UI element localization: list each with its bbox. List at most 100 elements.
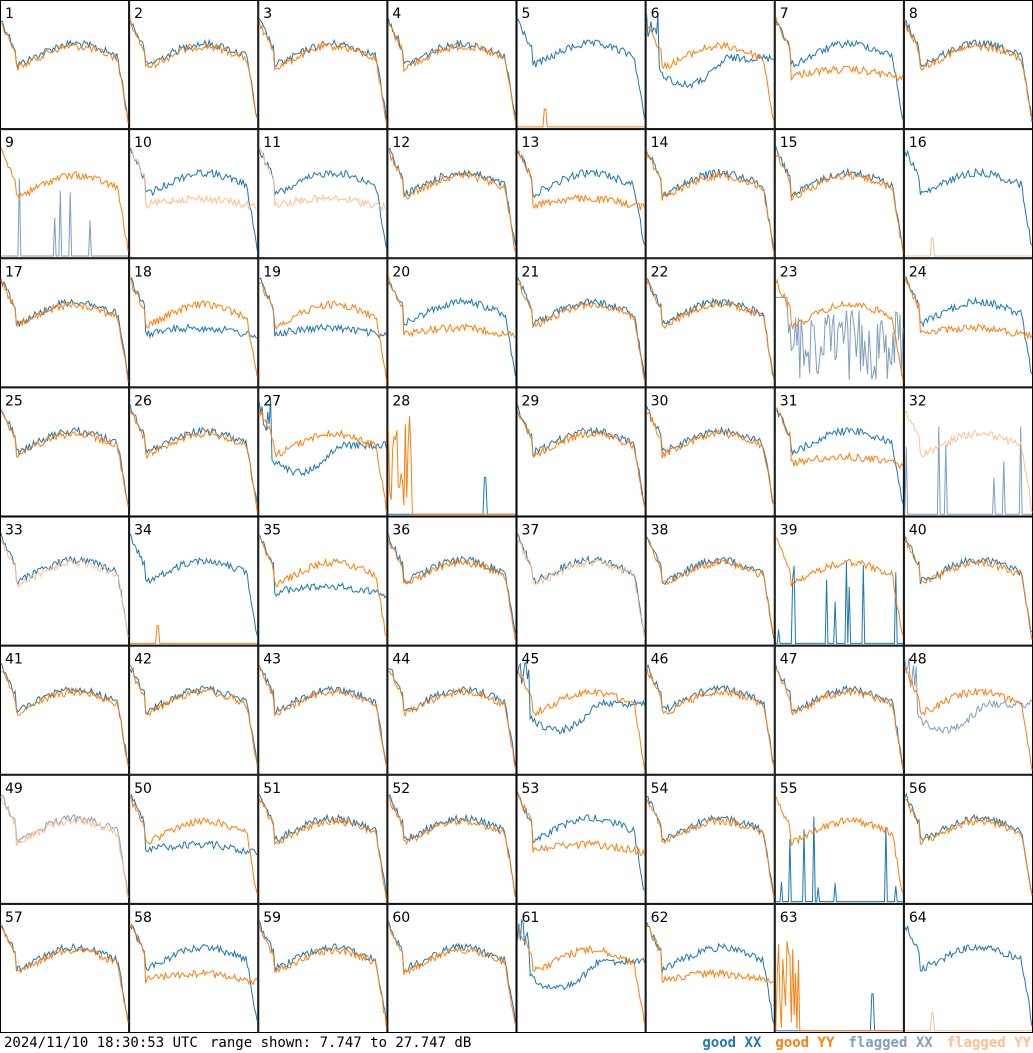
panel-36: 36 <box>387 516 517 646</box>
panel-label: 7 <box>780 6 789 22</box>
panel-label: 40 <box>909 523 927 539</box>
panel-frame <box>645 645 775 775</box>
series-xx-line <box>904 535 1033 633</box>
series-yy-line <box>646 925 774 984</box>
panel-label: 20 <box>392 264 410 280</box>
panel-label: 50 <box>134 781 152 797</box>
series-yy-line <box>517 792 646 857</box>
panel-26: 26 <box>129 387 259 517</box>
panel-label: 1 <box>5 6 14 22</box>
series-xx-line <box>0 662 129 762</box>
panel-frame <box>903 129 1033 259</box>
series-yy-line <box>904 410 1033 513</box>
series-yy-line <box>0 796 129 899</box>
panel-5: 5 <box>516 0 646 130</box>
panel-49: 49 <box>0 774 130 904</box>
panel-29: 29 <box>516 387 646 517</box>
panel-label: 22 <box>651 264 669 280</box>
series-xx-line <box>259 277 387 340</box>
series-xx-line <box>388 794 516 896</box>
panel-label: 54 <box>651 781 669 797</box>
panel-20: 20 <box>387 258 517 388</box>
series-yy-line <box>129 795 258 895</box>
panel-frame <box>387 387 517 517</box>
series-yy-line <box>517 538 646 640</box>
series-xx-line <box>775 816 903 903</box>
panel-label: 16 <box>909 135 927 151</box>
series-yy-line <box>387 275 516 339</box>
panel-frame <box>903 903 1033 1033</box>
panel-label: 12 <box>392 135 410 151</box>
panel-33: 33 <box>0 516 130 646</box>
series-xx-line <box>646 277 775 379</box>
series-yy-line <box>517 669 646 771</box>
panel-41: 41 <box>0 645 130 775</box>
legend: good XX good YY flagged XX flagged YY <box>688 1033 1031 1053</box>
series-yy-line <box>387 22 516 122</box>
panel-label: 55 <box>780 781 798 797</box>
series-yy-line <box>904 667 1033 771</box>
panel-18: 18 <box>129 258 259 388</box>
panel-frame <box>516 129 646 259</box>
panel-frame <box>0 645 130 775</box>
panel-label: 42 <box>134 652 152 668</box>
series-yy-line <box>646 537 775 636</box>
panel-label: 56 <box>909 781 927 797</box>
series-xx-line <box>129 147 258 251</box>
panel-frame <box>903 0 1033 130</box>
panel-frame <box>645 387 775 517</box>
panel-15: 15 <box>774 129 904 259</box>
panel-1: 1 <box>0 0 130 130</box>
panel-51: 51 <box>258 774 388 904</box>
panel-50: 50 <box>129 774 259 904</box>
panel-label: 2 <box>134 6 143 22</box>
series-yy-line <box>388 670 516 770</box>
panel-label: 23 <box>780 264 798 280</box>
panel-label: 29 <box>522 393 540 409</box>
series-yy-line <box>130 625 258 644</box>
panel-label: 53 <box>522 781 540 797</box>
panel-label: 63 <box>780 910 798 926</box>
panel-label: 39 <box>780 523 798 539</box>
series-yy-line <box>904 1012 1032 1032</box>
series-xx-line <box>0 409 129 506</box>
series-xx-line <box>0 20 129 122</box>
footer: 2024/11/10 18:30:53 UTC range shown: 7.7… <box>0 1033 1033 1053</box>
series-xx-line <box>517 18 646 120</box>
panel-frame <box>774 645 904 775</box>
series-yy-line <box>904 237 1032 257</box>
panel-frame <box>387 645 517 775</box>
panel-label: 43 <box>263 652 281 668</box>
panel-frame <box>774 387 904 517</box>
panel-13: 13 <box>516 129 646 259</box>
panel-frame <box>0 129 130 259</box>
panel-59: 59 <box>258 903 388 1033</box>
panel-label: 41 <box>5 652 23 668</box>
panel-label: 25 <box>5 393 23 409</box>
series-yy-line <box>258 665 387 766</box>
panel-label: 60 <box>392 910 410 926</box>
series-yy-line <box>258 146 387 212</box>
panel-frame <box>0 387 130 517</box>
panel-frame <box>516 645 646 775</box>
legend-good-yy: good YY <box>775 1035 835 1051</box>
panel-63: 63 <box>774 903 904 1033</box>
panel-2: 2 <box>129 0 259 130</box>
series-yy-line <box>775 941 903 1032</box>
series-xx-line <box>388 668 516 768</box>
panel-label: 27 <box>263 393 281 409</box>
panel-frame <box>645 903 775 1033</box>
series-xx-line <box>129 277 258 340</box>
panel-62: 62 <box>645 903 775 1033</box>
series-xx-line <box>129 667 258 767</box>
series-xx-line <box>387 920 516 1026</box>
panel-4: 4 <box>387 0 517 130</box>
panel-frame <box>129 903 259 1033</box>
panel-35: 35 <box>258 516 388 646</box>
panel-label: 36 <box>392 523 410 539</box>
panel-label: 5 <box>522 6 531 22</box>
panel-3: 3 <box>258 0 388 130</box>
panel-40: 40 <box>903 516 1033 646</box>
panel-label: 34 <box>134 523 152 539</box>
series-xx-line <box>517 150 646 246</box>
